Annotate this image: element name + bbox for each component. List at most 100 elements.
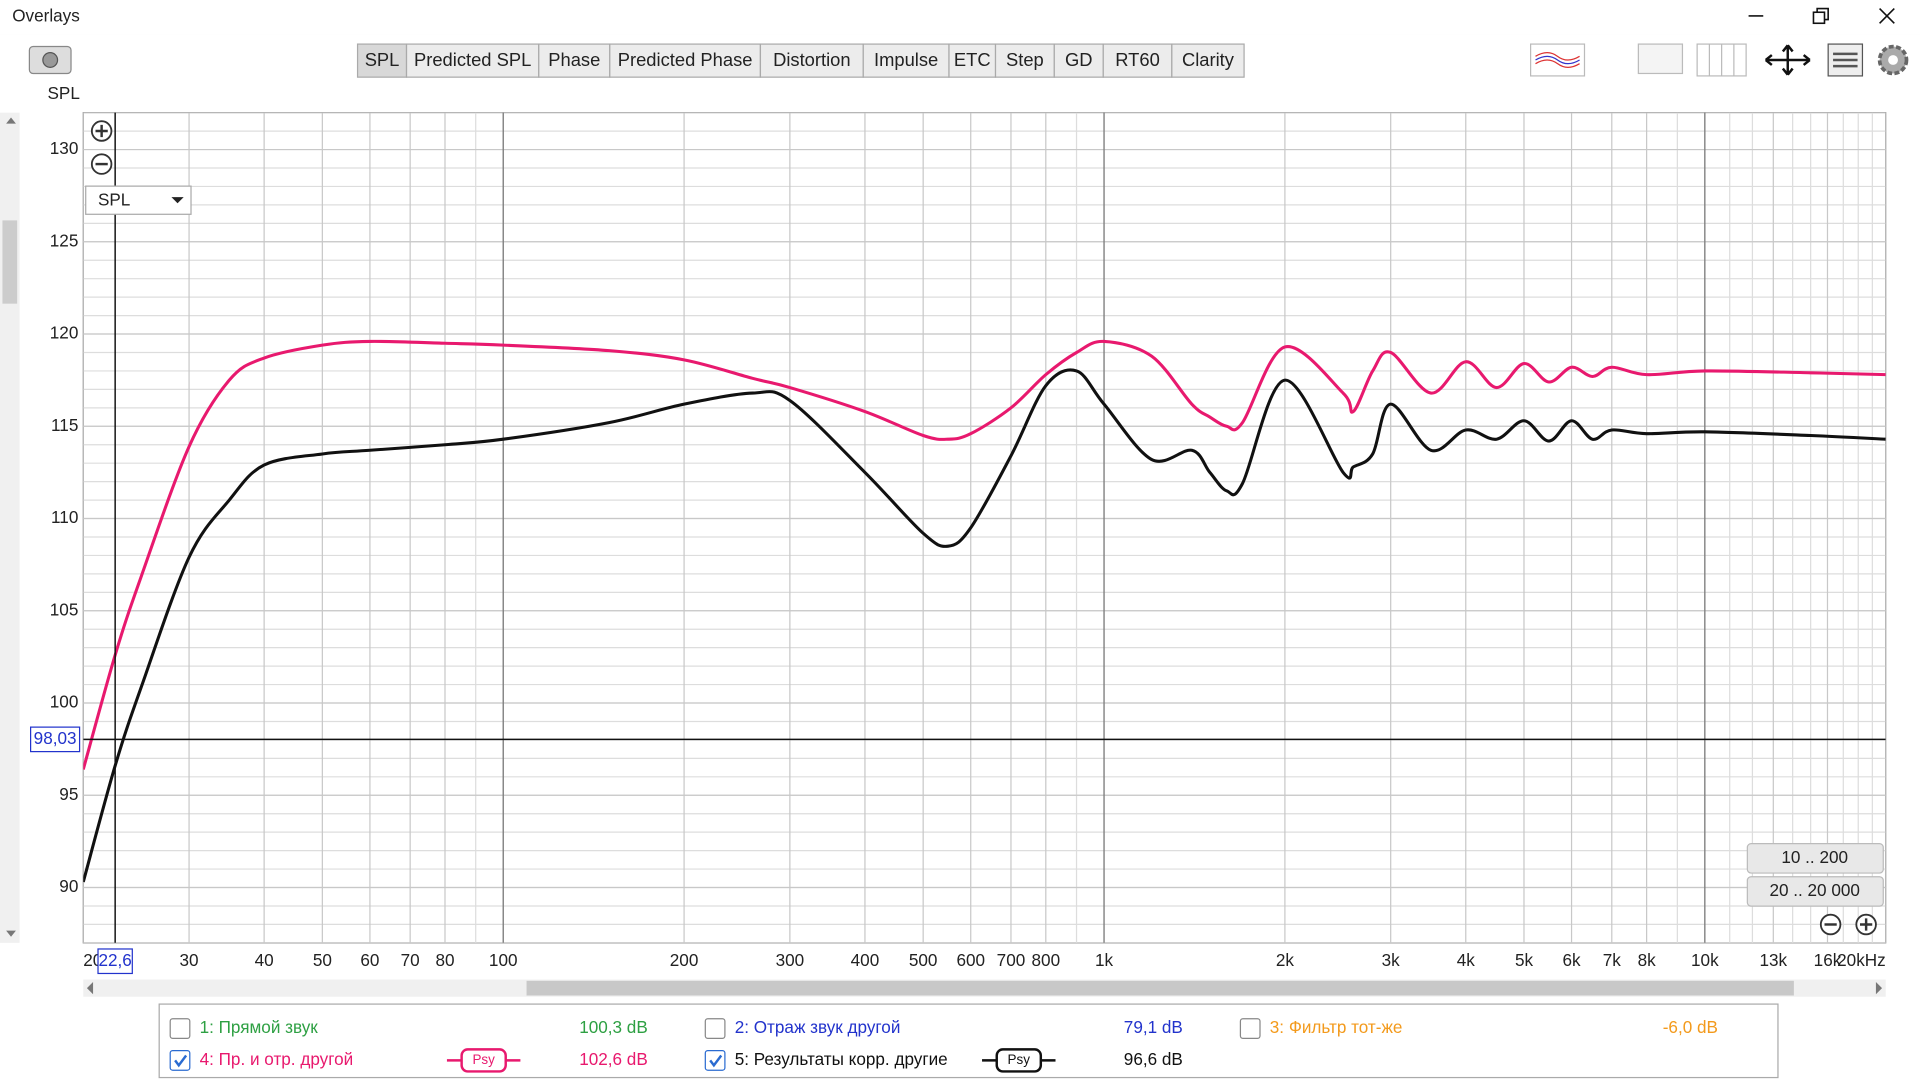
legend-name: 1: Прямой звук bbox=[200, 1017, 319, 1037]
smoothing-badge[interactable] bbox=[995, 1048, 1043, 1073]
tab-label: Phase bbox=[548, 49, 600, 70]
y-tick-label: 115 bbox=[51, 415, 78, 435]
x-tick-label: 5k bbox=[1515, 950, 1534, 970]
legend-level: 96,6 dB bbox=[1124, 1049, 1183, 1069]
tab-label: SPL bbox=[365, 49, 400, 70]
vertical-scrollbar[interactable] bbox=[0, 112, 20, 943]
y-tick-label: 120 bbox=[50, 323, 79, 343]
title-bar bbox=[0, 0, 1920, 35]
legend-name: 3: Фильтр тот-же bbox=[1270, 1017, 1403, 1037]
x-tick-label: 7k bbox=[1603, 950, 1622, 970]
window-title: Overlays bbox=[12, 6, 80, 26]
x-tick-label: 50 bbox=[313, 950, 332, 970]
measure-dropdown[interactable] bbox=[85, 185, 192, 215]
checkbox[interactable] bbox=[169, 1050, 191, 1071]
x-tick-label: 70 bbox=[401, 950, 420, 970]
x-tick-label: 6k bbox=[1563, 950, 1582, 970]
cursor-x-label: 22,6 bbox=[98, 950, 131, 970]
x-tick-label: 30 bbox=[180, 950, 199, 970]
y-tick-label: 110 bbox=[51, 507, 78, 527]
x-tick-label: 2k bbox=[1276, 950, 1295, 970]
restore[interactable] bbox=[1812, 11, 1826, 25]
tab-label: Step bbox=[1006, 49, 1044, 70]
cursor-y-label: 98,03 bbox=[34, 728, 77, 748]
spl-curve bbox=[83, 339, 1886, 770]
x-zoom bbox=[1819, 913, 1877, 936]
spl-curve bbox=[83, 368, 1886, 883]
x-tick-label: 300 bbox=[776, 950, 805, 970]
legend-name: 4: Пр. и отр. другой bbox=[200, 1049, 354, 1069]
tab[interactable] bbox=[405, 43, 540, 78]
tab-label: Distortion bbox=[773, 49, 851, 70]
x-tick-label: 400 bbox=[851, 950, 880, 970]
x-tick-label: 60 bbox=[360, 950, 379, 970]
x-tick-label: 10k bbox=[1691, 950, 1719, 970]
tab[interactable] bbox=[356, 43, 408, 78]
checkbox[interactable] bbox=[169, 1018, 191, 1039]
tab[interactable] bbox=[538, 43, 611, 78]
x-tick-label: 13k bbox=[1759, 950, 1787, 970]
x-tick-label: 40 bbox=[255, 950, 274, 970]
x-tick-label: 4k bbox=[1457, 950, 1476, 970]
tab[interactable] bbox=[609, 43, 762, 78]
y-axis-label: SPL bbox=[47, 83, 79, 103]
single-view[interactable] bbox=[1637, 43, 1684, 75]
smoothing-badge[interactable] bbox=[460, 1048, 507, 1073]
tab-label: ETC bbox=[954, 49, 991, 70]
x-tick-label: 1k bbox=[1095, 950, 1114, 970]
y-tick-label: 125 bbox=[50, 230, 79, 250]
legend-panel bbox=[158, 1003, 1779, 1079]
x-tick-label: 100 bbox=[489, 950, 518, 970]
curves bbox=[83, 112, 1886, 943]
tab-label: Predicted Phase bbox=[618, 49, 753, 70]
checkbox[interactable] bbox=[704, 1050, 726, 1071]
tab-label: GD bbox=[1065, 49, 1093, 70]
zoom-controls bbox=[90, 120, 113, 175]
legend-level: 79,1 dB bbox=[1124, 1017, 1183, 1037]
cursor-x-box bbox=[97, 948, 133, 975]
legend-level: 102,6 dB bbox=[579, 1049, 648, 1069]
tab-label: Predicted SPL bbox=[414, 49, 531, 70]
tab[interactable] bbox=[994, 43, 1055, 78]
x-tick-label: 3k bbox=[1382, 950, 1401, 970]
x-tick-label: 200 bbox=[670, 950, 699, 970]
horizontal-scroll-thumb[interactable] bbox=[526, 980, 1794, 996]
legend-name: 5: Результаты корр. другие bbox=[735, 1049, 948, 1069]
x-tick-label: 800 bbox=[1032, 950, 1061, 970]
checkmark bbox=[709, 1054, 723, 1068]
window-controls[interactable] bbox=[1748, 7, 1895, 25]
x-tick-label: 16k bbox=[1814, 950, 1842, 970]
vertical-scroll-thumb[interactable] bbox=[2, 220, 18, 304]
checkbox[interactable] bbox=[1239, 1018, 1261, 1039]
fit-icon[interactable] bbox=[1764, 44, 1811, 76]
tab[interactable] bbox=[1171, 43, 1245, 78]
legend-level: -6,0 dB bbox=[1663, 1017, 1718, 1037]
camera-icon[interactable] bbox=[28, 45, 72, 75]
tab-label: Clarity bbox=[1182, 49, 1235, 70]
y-tick-label: 90 bbox=[59, 876, 78, 896]
grid bbox=[83, 112, 1886, 943]
smoothing-label: Psy bbox=[472, 1052, 495, 1067]
right-toolbar bbox=[1530, 43, 1909, 77]
checkbox[interactable] bbox=[704, 1018, 726, 1039]
cursor-y-box bbox=[29, 726, 81, 753]
x-tick-label: 700 bbox=[997, 950, 1026, 970]
range-button-label: 20 .. 20 000 bbox=[1769, 880, 1859, 900]
y-tick-label: 95 bbox=[59, 784, 78, 804]
plot-area bbox=[82, 112, 1887, 944]
tab-bar: SPL Predicted SPL Phase Predicted Phase Dist… bbox=[356, 43, 1245, 78]
range-button[interactable] bbox=[1746, 843, 1884, 874]
tab-label: Impulse bbox=[874, 49, 938, 70]
tab-label: RT60 bbox=[1115, 49, 1160, 70]
range-button[interactable] bbox=[1746, 876, 1884, 907]
y-tick-label: 100 bbox=[50, 692, 79, 712]
tab[interactable] bbox=[948, 43, 997, 78]
x-tick-label: 8k bbox=[1638, 950, 1657, 970]
legend-name: 2: Отраж звук другой bbox=[735, 1017, 901, 1037]
legend-level: 100,3 dB bbox=[579, 1017, 648, 1037]
close[interactable] bbox=[1879, 8, 1895, 24]
legend: 1: Прямой звук 100,3 dB 2: Отраж звук друг… bbox=[169, 1017, 1718, 1073]
y-tick-label: 105 bbox=[50, 599, 79, 619]
